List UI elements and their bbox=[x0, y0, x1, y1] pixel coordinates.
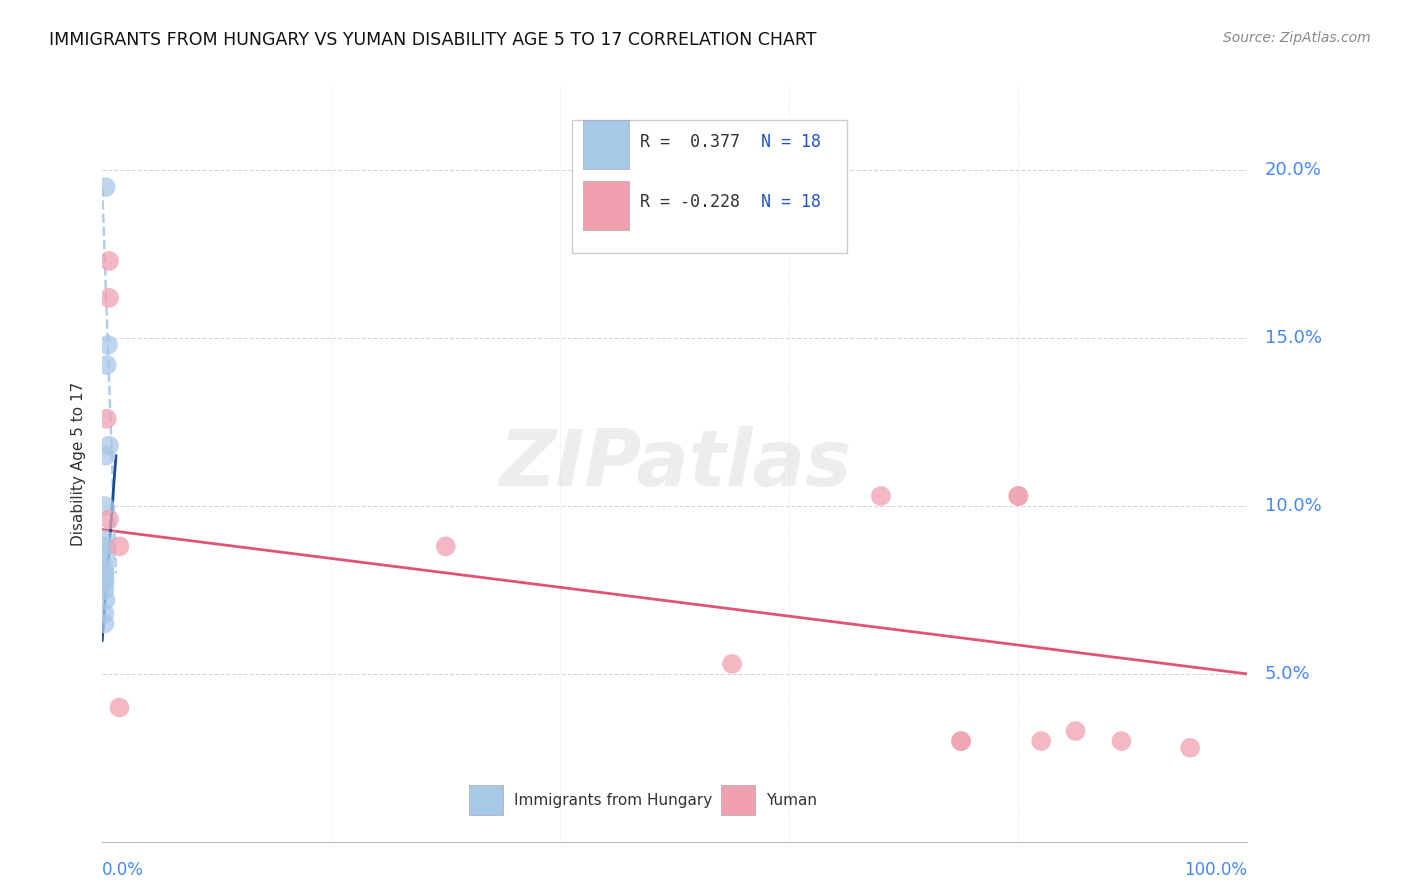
Point bbox=[98, 439, 121, 453]
Point bbox=[96, 358, 118, 372]
Point bbox=[94, 540, 117, 554]
Point bbox=[108, 700, 131, 714]
Y-axis label: Disability Age 5 to 17: Disability Age 5 to 17 bbox=[72, 382, 86, 546]
Text: IMMIGRANTS FROM HUNGARY VS YUMAN DISABILITY AGE 5 TO 17 CORRELATION CHART: IMMIGRANTS FROM HUNGARY VS YUMAN DISABIL… bbox=[49, 31, 817, 49]
Point bbox=[93, 559, 115, 574]
Point bbox=[93, 566, 115, 581]
Point bbox=[93, 582, 115, 597]
Point bbox=[1031, 734, 1053, 748]
Bar bbox=[721, 785, 755, 815]
Point bbox=[94, 549, 117, 564]
Point bbox=[108, 540, 131, 554]
Text: N = 18: N = 18 bbox=[761, 133, 821, 151]
Bar bbox=[583, 181, 628, 230]
Text: R = -0.228: R = -0.228 bbox=[640, 193, 741, 211]
Point bbox=[950, 734, 973, 748]
Point bbox=[97, 338, 120, 352]
Text: Yuman: Yuman bbox=[766, 793, 817, 808]
Text: 0.0%: 0.0% bbox=[103, 861, 143, 879]
Point bbox=[870, 489, 893, 503]
Bar bbox=[468, 785, 503, 815]
Point bbox=[93, 499, 115, 513]
Text: Immigrants from Hungary: Immigrants from Hungary bbox=[515, 793, 713, 808]
Point bbox=[950, 734, 973, 748]
Point bbox=[93, 533, 115, 547]
Text: N = 18: N = 18 bbox=[761, 193, 821, 211]
Text: 5.0%: 5.0% bbox=[1264, 665, 1310, 683]
Point bbox=[98, 254, 121, 268]
Point bbox=[94, 593, 117, 607]
Point bbox=[98, 512, 121, 526]
Point bbox=[1007, 489, 1029, 503]
Bar bbox=[583, 120, 628, 169]
Text: 20.0%: 20.0% bbox=[1264, 161, 1322, 179]
Point bbox=[1111, 734, 1133, 748]
Point bbox=[93, 573, 115, 587]
Point bbox=[93, 616, 115, 631]
Text: ZIPatlas: ZIPatlas bbox=[499, 426, 851, 502]
Text: 100.0%: 100.0% bbox=[1184, 861, 1247, 879]
Text: 15.0%: 15.0% bbox=[1264, 329, 1322, 347]
Point bbox=[96, 411, 118, 425]
Point bbox=[98, 291, 121, 305]
Point bbox=[1178, 740, 1201, 755]
Text: Source: ZipAtlas.com: Source: ZipAtlas.com bbox=[1223, 31, 1371, 45]
Point bbox=[1007, 489, 1029, 503]
Point bbox=[93, 607, 115, 621]
Point bbox=[93, 576, 115, 591]
Point bbox=[94, 180, 117, 194]
Point bbox=[93, 566, 115, 581]
Point bbox=[434, 540, 457, 554]
Point bbox=[94, 449, 117, 463]
Point bbox=[721, 657, 744, 671]
Text: 10.0%: 10.0% bbox=[1264, 497, 1322, 515]
Point bbox=[1064, 724, 1087, 739]
Bar bbox=[572, 120, 846, 252]
Text: R =  0.377: R = 0.377 bbox=[640, 133, 741, 151]
